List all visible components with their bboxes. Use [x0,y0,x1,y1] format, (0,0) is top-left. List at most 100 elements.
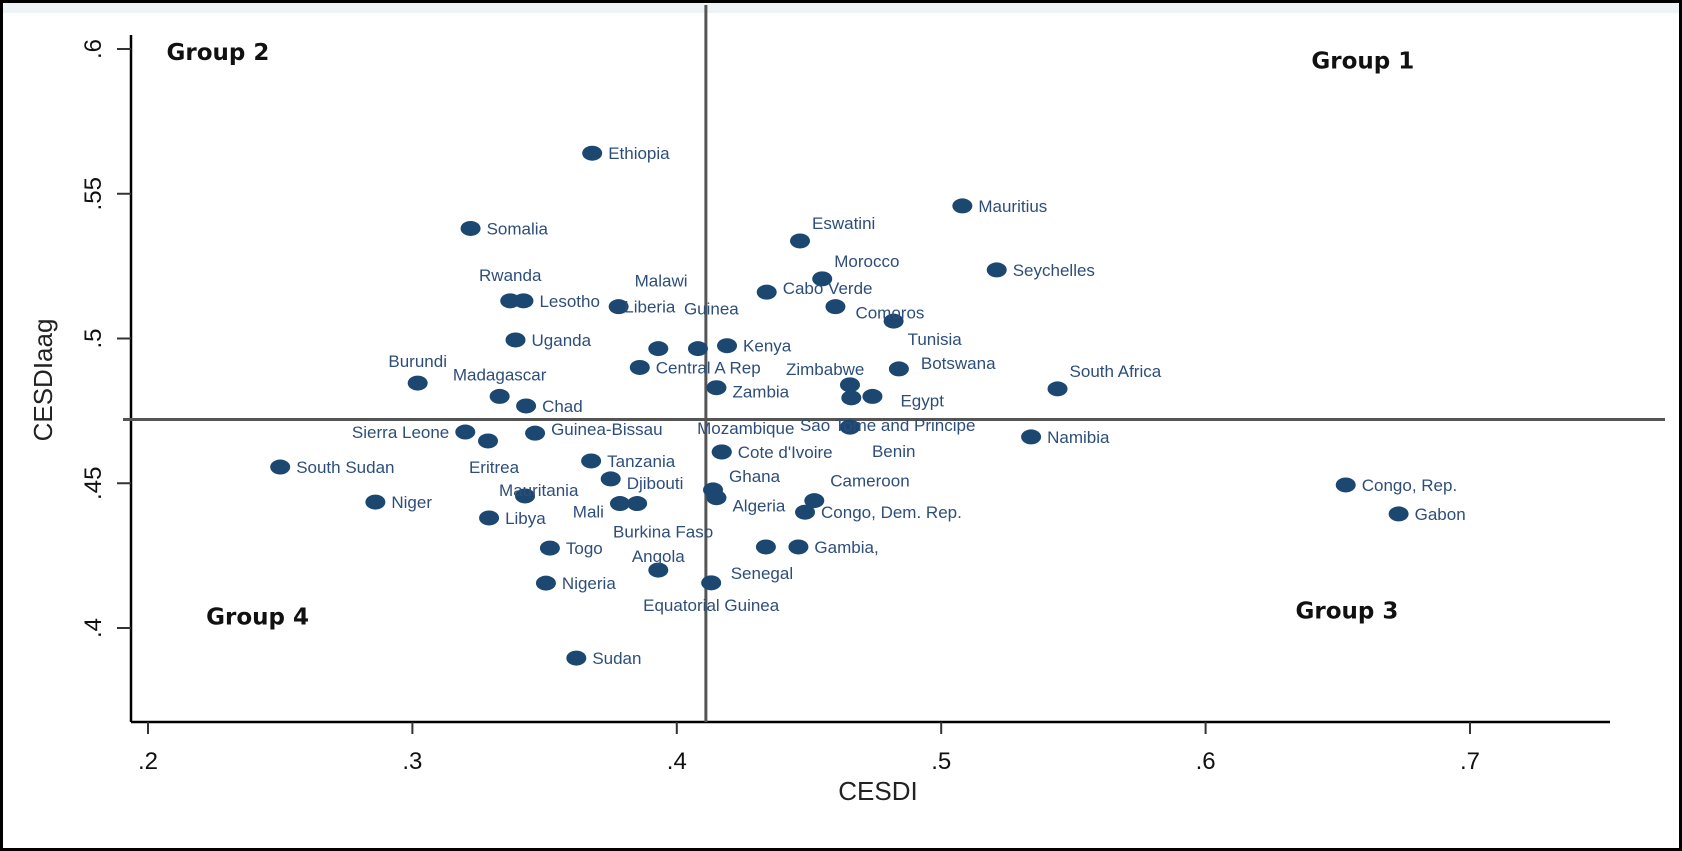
point-label: Mali [573,503,604,522]
x-axis-title: CESDI [838,776,917,806]
point-labels: Ethiopia Somalia Rwanda Lesotho Malawi Uganda… [296,144,1465,668]
data-point [1388,506,1409,522]
data-point [1335,477,1356,493]
x-tick-label: .5 [931,748,951,775]
data-point [581,453,602,469]
data-point [888,361,909,377]
y-tick-label: .6 [80,39,107,59]
data-point [756,284,777,300]
data-point [862,388,883,404]
point-label: Malawi [635,272,688,291]
data-point [627,496,648,512]
data-points [270,145,1409,666]
point-label: Guinea [684,300,739,319]
data-point [513,293,534,309]
point-label: Mozambique [697,419,794,438]
data-point [839,419,860,435]
data-point [1021,429,1042,445]
data-point [608,299,629,315]
y-tick-label: .5 [80,328,107,348]
point-label: Gabon [1415,505,1466,524]
y-axis-title: CESDIaag [28,319,58,442]
point-label: Sao Tome and Principe [800,416,975,435]
x-tick-label: .7 [1460,748,1480,775]
point-label: Senegal [731,564,793,583]
data-point [701,575,722,591]
data-point [812,271,833,287]
data-point [515,488,536,504]
data-point [455,424,476,440]
y-tick-label: .55 [80,177,107,210]
point-label: Liberia [624,298,676,317]
point-label: Tunisia [908,330,963,349]
point-label: Burundi [388,352,447,371]
point-label: Congo, Dem. Rep. [821,503,962,522]
data-point [1047,381,1068,397]
point-label: Mauritania [499,481,579,500]
group-labels: Group 1 Group 2 Group 3 Group 4 [167,40,1415,631]
point-label: Sudan [592,649,641,668]
y-tick-label: .4 [80,618,107,638]
data-point [460,220,481,236]
point-label: Cameroon [830,472,909,491]
point-label: Gambia, [814,538,878,557]
point-label: Burkina Faso [613,523,713,542]
point-label: South Sudan [296,458,394,477]
data-point [706,380,727,396]
point-label: Togo [566,539,603,558]
point-label: Niger [391,493,432,512]
x-tick-label: .2 [138,748,158,775]
point-label: Chad [542,397,583,416]
data-point [270,459,291,475]
point-label: Algeria [732,497,785,516]
y-ticks: .4 .45 .5 .55 .6 [80,39,131,638]
point-label: Zambia [732,383,789,402]
point-label: Somalia [487,219,549,238]
data-point [883,313,904,329]
data-point [648,341,669,357]
point-label: Eswatini [812,214,875,233]
data-point [706,490,727,506]
point-label: Guinea-Bissau [551,420,663,439]
data-point [788,539,809,555]
point-label: Nigeria [562,574,616,593]
group-label: Group 1 [1311,49,1414,75]
point-label: Namibia [1047,428,1110,447]
data-point [790,233,811,249]
data-point [600,471,621,487]
x-tick-label: .6 [1196,748,1216,775]
point-label: Benin [872,442,915,461]
point-label: Angola [632,547,685,566]
data-point [489,388,510,404]
data-point [505,332,526,348]
data-point [629,359,650,375]
x-tick-label: .4 [667,748,687,775]
point-label: South Africa [1070,362,1162,381]
point-label: Morocco [834,252,899,271]
group-label: Group 3 [1295,599,1398,625]
point-label: Cote d'Ivoire [738,443,833,462]
data-point [479,510,500,526]
data-point [825,299,846,315]
data-point [609,496,630,512]
point-label: Equatorial Guinea [643,596,780,615]
point-label: Tanzania [607,452,676,471]
point-label: Lesotho [539,292,600,311]
point-label: Madagascar [453,365,547,384]
top-strip [3,3,1679,13]
data-point [986,262,1007,278]
point-label: Congo, Rep. [1362,476,1457,495]
point-label: Djibouti [627,474,684,493]
data-point [539,540,560,556]
x-tick-label: .3 [402,748,422,775]
data-point [525,425,546,441]
group-label: Group 4 [206,604,309,630]
point-label: Ghana [729,467,781,486]
point-label: Central A Rep [656,358,761,377]
point-label: Mauritius [978,197,1047,216]
data-point [717,338,738,354]
data-point [804,493,825,509]
data-point [478,433,499,449]
point-label: Eritrea [469,458,520,477]
point-label: Sierra Leone [352,423,449,442]
